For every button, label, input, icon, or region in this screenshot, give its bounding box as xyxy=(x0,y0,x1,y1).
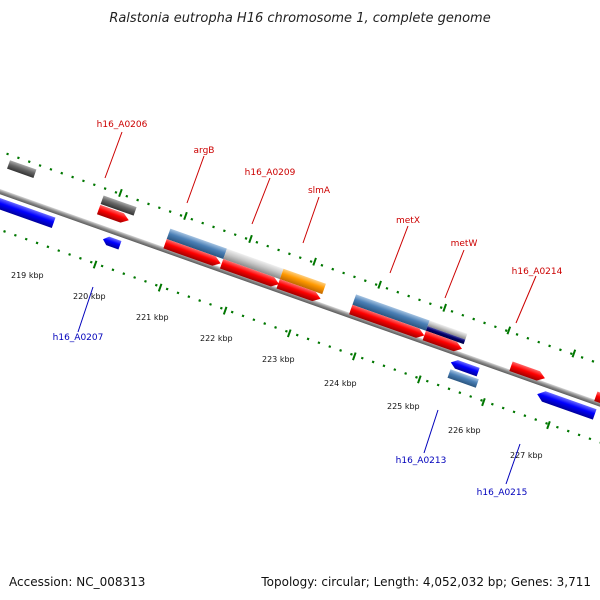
tick-label-225: 225 kbp xyxy=(387,402,420,411)
gene-metW-outer-lower xyxy=(425,326,466,345)
gene-h16-A0206-outer xyxy=(100,195,137,216)
tick-label-222: 222 kbp xyxy=(200,334,233,343)
leader-h16-A0213 xyxy=(423,409,439,454)
gene-slmA-outer xyxy=(279,268,326,295)
leader-h16-A0206 xyxy=(104,131,123,179)
cds-h16-A0207 xyxy=(102,236,122,250)
leader-h16-A0209 xyxy=(251,177,271,225)
leader-argB xyxy=(186,155,205,204)
outer-major-ticks xyxy=(118,188,577,358)
label-argB: argB xyxy=(194,146,215,156)
label-h16-A0209: h16_A0209 xyxy=(245,168,296,178)
gene-h16-A0213-inner xyxy=(447,369,479,388)
map-title: Ralstonia eutropha H16 chromosome 1, com… xyxy=(109,11,490,26)
gene-h16-A0209-outer xyxy=(223,248,284,280)
gene-argB-outer xyxy=(166,228,227,260)
tick-label-219: 219 kbp xyxy=(11,271,44,280)
cds-argB xyxy=(163,239,221,266)
label-metW: metW xyxy=(451,239,478,249)
label-h16-A0215: h16_A0215 xyxy=(477,488,528,498)
leader-h16-A0207 xyxy=(77,286,94,333)
inner-dotted-guide xyxy=(0,210,600,460)
cds-h16-A0209 xyxy=(219,259,280,287)
cds-left-edge-reverse xyxy=(0,197,56,229)
leader-metX xyxy=(389,225,409,274)
cds-metW xyxy=(422,330,462,352)
leader-metW xyxy=(444,249,465,299)
tick-label-227: 227 kbp xyxy=(510,451,543,460)
leader-h16-A0215 xyxy=(505,443,521,485)
inner-major-ticks xyxy=(92,260,551,430)
label-h16-A0206: h16_A0206 xyxy=(97,120,148,130)
gene-left-edge-outer xyxy=(7,160,37,179)
leader-slmA xyxy=(302,196,320,244)
tick-labels: 219 kbp 220 kbp 221 kbp 222 kbp 223 kbp … xyxy=(11,271,543,460)
cds-slmA xyxy=(276,279,321,302)
chromosome-ring xyxy=(0,141,600,460)
tick-label-221: 221 kbp xyxy=(136,313,169,322)
label-h16-A0207: h16_A0207 xyxy=(53,333,104,343)
gene-metW-outer xyxy=(427,320,468,340)
cds-h16-A0206 xyxy=(96,204,129,223)
tick-label-226: 226 kbp xyxy=(448,426,481,435)
tick-label-223: 223 kbp xyxy=(262,355,295,364)
gene-metX-outer xyxy=(352,294,430,331)
label-slmA: slmA xyxy=(308,186,331,196)
label-h16-A0214: h16_A0214 xyxy=(512,267,563,277)
tick-label-224: 224 kbp xyxy=(324,379,357,388)
cds-metX xyxy=(349,304,425,338)
cds-h16-A0214 xyxy=(509,361,545,381)
genome-summary: Topology: circular; Length: 4,052,032 bp… xyxy=(260,575,591,589)
cds-h16-A0215 xyxy=(537,391,597,420)
leader-h16-A0214 xyxy=(515,275,537,324)
cds-h16-A0213 xyxy=(450,360,480,377)
tick-label-220: 220 kbp xyxy=(73,292,106,301)
accession-label: Accession: NC_008313 xyxy=(9,575,145,589)
chromosome-backbone xyxy=(0,175,600,428)
outer-dotted-guide xyxy=(0,141,600,391)
label-metX: metX xyxy=(396,216,420,226)
label-h16-A0213: h16_A0213 xyxy=(396,456,447,466)
gene-labels: h16_A0206 argB h16_A0209 slmA metX metW … xyxy=(53,120,563,498)
